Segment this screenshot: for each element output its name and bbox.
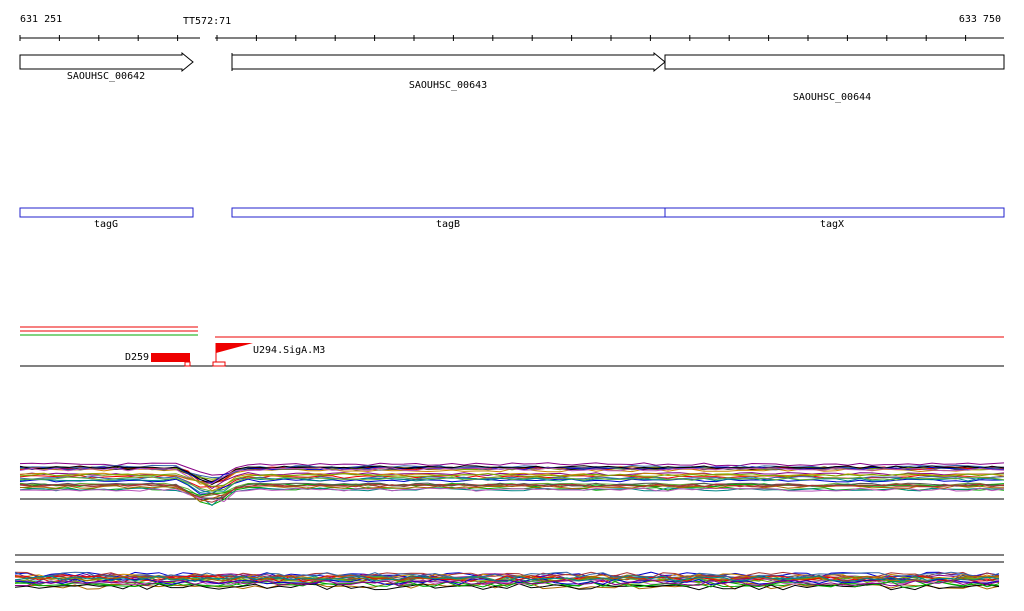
gene-box — [664, 54, 1005, 70]
name-label: tagX — [820, 219, 844, 230]
expression-line — [14, 575, 1000, 583]
expression-line — [19, 487, 1005, 507]
expression-tracks — [14, 462, 1005, 591]
gene-label: SAOUHSC_00643 — [409, 80, 487, 91]
gene-label: SAOUHSC_00644 — [793, 92, 871, 103]
name-label: tagG — [94, 219, 118, 230]
name-box — [19, 207, 194, 218]
ruler-marker: TT572:71 — [183, 16, 231, 27]
gene-arrow — [19, 51, 194, 73]
expression-line — [14, 582, 1000, 590]
feature-tick — [212, 361, 226, 367]
expression-line — [19, 487, 1005, 503]
ruler-start: 631 251 — [20, 14, 62, 25]
feature-flag — [216, 343, 253, 353]
expression-line — [19, 477, 1005, 494]
expression-line — [19, 483, 1005, 498]
expression-line — [19, 467, 1005, 485]
ruler-end: 633 750 — [959, 14, 1001, 25]
gene-label: SAOUHSC_00642 — [67, 71, 145, 82]
expression-line — [14, 579, 1000, 587]
gene-arrow — [231, 51, 666, 73]
expression-line — [14, 571, 1000, 579]
ruler-ticks — [19, 35, 967, 41]
name-label: tagB — [436, 219, 460, 230]
expression-line — [19, 476, 1005, 492]
feature-label: U294.SigA.M3 — [253, 345, 325, 356]
name-box — [664, 207, 1005, 218]
feature-label: D259 — [125, 352, 149, 363]
expression-line — [19, 462, 1005, 476]
expression-line — [14, 575, 1000, 583]
feature-block — [151, 353, 190, 362]
expression-line — [19, 465, 1005, 486]
feature-tick — [184, 361, 191, 367]
name-box — [231, 207, 666, 218]
expression-line — [19, 473, 1005, 487]
